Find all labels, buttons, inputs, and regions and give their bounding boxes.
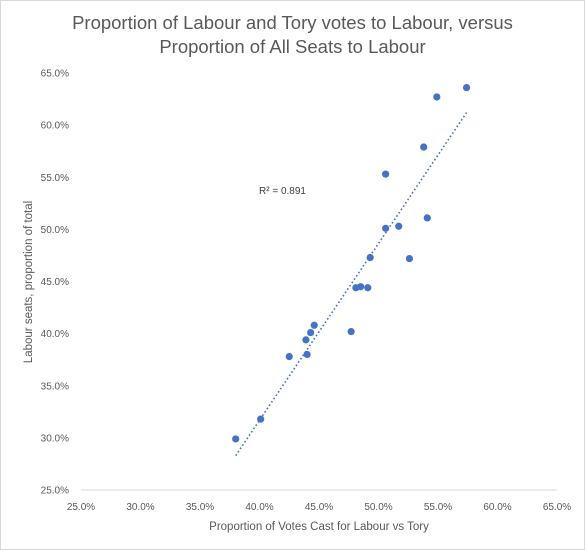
y-tick-label: 45.0% <box>41 277 69 288</box>
y-tick-label: 65.0% <box>41 69 69 80</box>
y-axis-title: Labour seats, proportion of total <box>23 201 35 363</box>
data-point <box>382 224 390 232</box>
x-tick-label: 55.0% <box>424 502 452 513</box>
x-tick-label: 35.0% <box>186 502 214 513</box>
data-points <box>232 83 471 443</box>
x-tick-label: 60.0% <box>483 502 511 513</box>
chart-title-line2: Proportion of All Seats to Labour <box>159 36 426 57</box>
x-tick-label: 40.0% <box>245 502 273 513</box>
data-point <box>364 284 372 292</box>
y-tick-label: 50.0% <box>41 225 69 236</box>
data-point <box>257 415 265 423</box>
axes <box>81 489 557 491</box>
data-point <box>433 93 441 101</box>
data-point <box>405 254 414 263</box>
chart-title-line1: Proportion of Labour and Tory votes to L… <box>72 12 513 33</box>
y-tick-label: 30.0% <box>41 433 69 444</box>
x-tick-label: 50.0% <box>364 502 392 513</box>
data-point <box>423 214 431 222</box>
y-tick-label: 35.0% <box>41 381 69 392</box>
data-point <box>462 83 471 92</box>
x-tick-labels: 25.0% 30.0% 35.0% 40.0% 45.0% 50.0% 55.0% 60.0%… <box>67 502 571 513</box>
x-tick-label: 65.0% <box>543 502 571 513</box>
y-tick-label: 25.0% <box>41 486 69 497</box>
x-tick-label: 25.0% <box>67 502 95 513</box>
data-point <box>382 170 390 178</box>
data-point <box>303 350 311 359</box>
data-point <box>307 328 315 337</box>
data-point <box>357 283 365 291</box>
data-point <box>232 435 240 443</box>
trendline <box>235 112 468 457</box>
data-point <box>285 352 293 361</box>
y-tick-labels: 25.0% 30.0% 35.0% 40.0% 45.0% 50.0% 55.0% 60.0%… <box>41 69 69 497</box>
chart-title: Proportion of Labour and Tory votes to L… <box>1 11 584 59</box>
y-tick-label: 40.0% <box>41 329 69 340</box>
data-point <box>395 222 403 230</box>
x-axis-title: Proportion of Votes Cast for Labour vs T… <box>209 521 429 533</box>
r-squared-label: R² = 0.891 <box>259 186 306 197</box>
data-point <box>366 253 374 262</box>
data-point <box>310 321 318 329</box>
data-point <box>347 327 355 336</box>
y-tick-label: 55.0% <box>41 173 69 184</box>
data-point <box>420 143 428 151</box>
x-tick-label: 45.0% <box>305 502 333 513</box>
data-point <box>302 336 310 344</box>
x-tick-label: 30.0% <box>126 502 154 513</box>
y-tick-label: 60.0% <box>41 121 69 132</box>
